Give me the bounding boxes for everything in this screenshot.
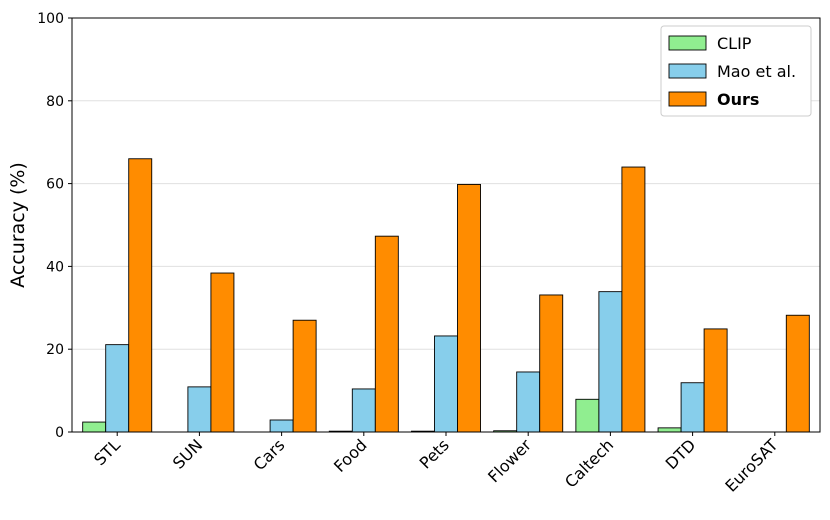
gridlines — [72, 100, 820, 350]
x-tick-label: STL — [90, 435, 124, 469]
y-tick-label: 20 — [46, 342, 64, 358]
bar-mao-et-al--dtd — [680, 382, 705, 433]
legend: CLIP Mao et al. Ours — [660, 25, 812, 117]
legend-label: Mao et al. — [717, 62, 796, 81]
bar-mao-et-al--sun — [187, 386, 212, 433]
legend-swatch — [668, 91, 707, 107]
y-tick-label: 0 — [55, 425, 64, 441]
x-tick-label: EuroSAT — [721, 435, 781, 495]
x-tick-label: Caltech — [561, 435, 617, 491]
y-tick-label: 40 — [46, 259, 64, 275]
bar-ours-pets — [457, 183, 481, 433]
bar-ours-eurosat — [785, 314, 810, 433]
y-axis-title: Accuracy (%) — [7, 162, 29, 288]
x-tick-label: Pets — [416, 435, 453, 472]
x-tick-label: Flower — [484, 435, 535, 486]
bar-ours-food — [374, 235, 399, 433]
y-tick-label: 100 — [37, 11, 64, 27]
x-tick-label: Cars — [250, 435, 289, 474]
bar-mao-et-al--caltech — [598, 291, 623, 433]
bar-ours-sun — [210, 272, 235, 433]
bar-ours-cars — [292, 319, 317, 433]
bar-mao-et-al--pets — [434, 335, 458, 433]
bar-clip-dtd — [657, 427, 682, 433]
bar-ours-stl — [128, 158, 153, 433]
bars — [82, 158, 810, 433]
bar-clip-caltech — [575, 398, 600, 433]
bar-ours-caltech — [621, 166, 646, 433]
x-tick-label: Food — [330, 435, 371, 476]
x-axis: STL SUN Cars Food Pets Flower Caltech DTD EuroSA… — [90, 432, 782, 496]
bar-clip-stl — [82, 421, 107, 433]
bar-mao-et-al--cars — [269, 419, 294, 433]
x-tick-label: SUN — [169, 435, 206, 472]
legend-label: CLIP — [717, 34, 752, 53]
y-tick-label: 60 — [46, 177, 64, 193]
y-axis: 0 20 40 60 80 100 — [37, 11, 72, 441]
bar-mao-et-al--food — [351, 388, 376, 433]
legend-swatch — [668, 63, 707, 79]
bar-ours-flower — [539, 294, 564, 433]
bar-mao-et-al--flower — [516, 371, 541, 433]
y-tick-label: 80 — [46, 94, 64, 110]
x-tick-label: DTD — [662, 435, 700, 473]
legend-swatch — [668, 35, 707, 51]
bar-ours-dtd — [703, 328, 728, 433]
bar-mao-et-al--stl — [105, 344, 130, 433]
legend-label: Ours — [717, 90, 759, 109]
